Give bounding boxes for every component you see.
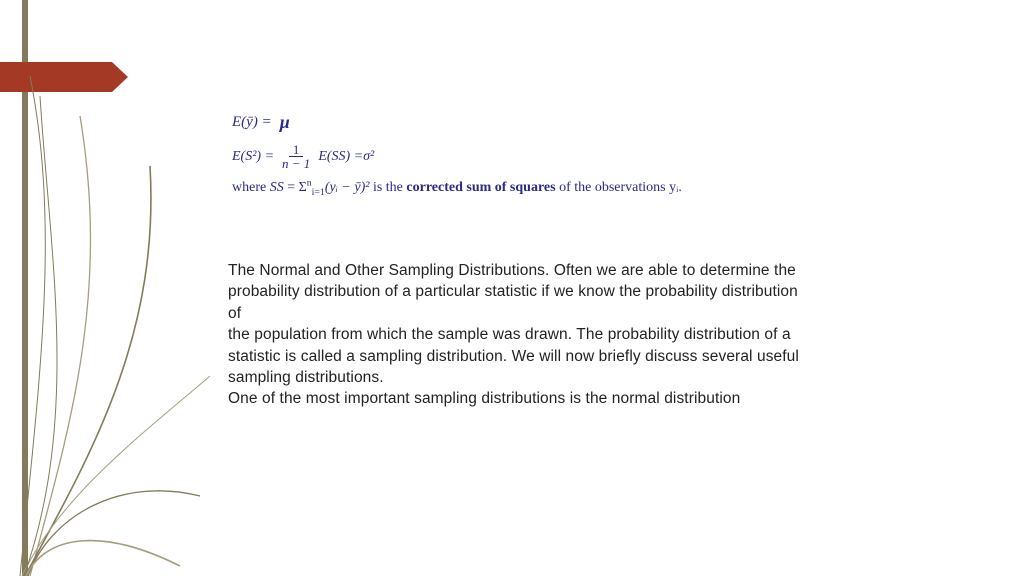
- ss-sub: i=1: [312, 187, 325, 198]
- ss-tail: of the observations yᵢ.: [556, 180, 682, 195]
- ss-eq: = Σ: [284, 180, 307, 195]
- arrow-body: [0, 62, 112, 92]
- paragraph-1: The Normal and Other Sampling Distributi…: [228, 260, 808, 324]
- eq2-rhs: σ²: [363, 149, 374, 165]
- eq2-fraction: 1 n − 1: [278, 143, 314, 170]
- ss-prefix: where: [232, 180, 270, 195]
- grass-decoration: [0, 76, 220, 576]
- eq2-mid: E(SS) =: [318, 149, 363, 165]
- paragraph-3: One of the most important sampling distr…: [228, 388, 808, 409]
- slide: E(ȳ) = μ E(S²) = 1 n − 1 E(SS) = σ² wher…: [0, 0, 1024, 576]
- formula-block: E(ȳ) = μ E(S²) = 1 n − 1 E(SS) = σ² wher…: [232, 112, 822, 196]
- equation-1: E(ȳ) = μ: [232, 112, 822, 133]
- body-text: The Normal and Other Sampling Distributi…: [228, 260, 808, 410]
- ss-definition: where SS = Σni=1(yᵢ − ȳ)² is the correct…: [232, 180, 822, 196]
- eq2-num: 1: [289, 143, 304, 157]
- arrow-head-icon: [112, 62, 128, 92]
- ss-bold: corrected sum of squares: [406, 180, 555, 195]
- ss-term: (yᵢ − ȳ)²: [325, 180, 370, 195]
- eq2-lhs: E(S²) =: [232, 149, 274, 165]
- ss-var: SS: [270, 180, 284, 195]
- eq1-lhs: E(ȳ) =: [232, 114, 272, 131]
- eq1-rhs: μ: [280, 112, 290, 133]
- ss-is: is the: [369, 180, 406, 195]
- equation-2: E(S²) = 1 n − 1 E(SS) = σ²: [232, 143, 822, 170]
- eq2-den: n − 1: [278, 157, 314, 170]
- paragraph-2: the population from which the sample was…: [228, 324, 808, 388]
- arrow-accent: [0, 62, 128, 92]
